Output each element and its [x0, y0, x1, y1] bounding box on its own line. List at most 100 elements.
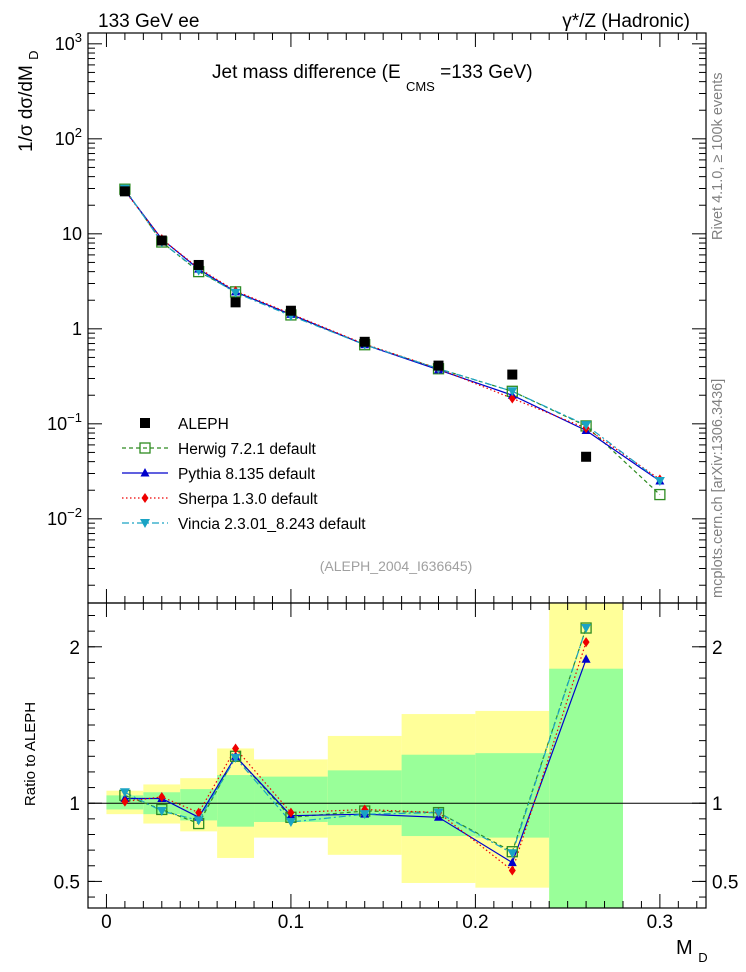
y-tick-exponent: −2 — [67, 505, 82, 520]
sherpa-line — [124, 190, 661, 480]
main-y-axis-label: 1/σ dσ/dM D — [16, 51, 41, 153]
legend-herwig-marker — [139, 442, 151, 454]
ratio-vincia-point — [193, 816, 204, 826]
y-tick-base: 10 — [47, 509, 67, 529]
y-tick-base: 10 — [62, 224, 82, 244]
header-left: 133 GeV ee — [98, 11, 199, 32]
ratio-y-tick-label: 0.5 — [54, 872, 80, 893]
y-tick-label: 103 — [55, 30, 82, 54]
analysis-watermark: (ALEPH_2004_I636645) — [320, 558, 473, 574]
y-label-subscript: D — [26, 51, 41, 60]
ratio-vincia-point — [285, 817, 296, 827]
ratio-y-tick-label-right: 2 — [712, 638, 723, 659]
legend: ALEPH Herwig 7.2.1 default Pythia 8.135 de… — [122, 416, 366, 533]
band-inner — [549, 668, 623, 908]
ratio-pythia-point — [507, 857, 517, 867]
ratio-vincia-point — [433, 808, 444, 818]
aleph-point — [193, 259, 204, 270]
main-panel: Jet mass difference (E CMS =133 GeV) 1/σ… — [16, 30, 707, 604]
x-label-text: M — [676, 937, 693, 959]
ratio-panel: 0.5 0.5 1 1 2 2 0 0.1 0.2 0.3 Ratio to ALEPH M D — [22, 602, 738, 965]
ratio-herwig-line — [124, 627, 587, 853]
title-tail: =133 GeV) — [440, 62, 532, 83]
aleph-point — [285, 305, 296, 316]
ratio-frame — [87, 602, 707, 909]
vincia-point — [654, 477, 665, 487]
band-inner — [475, 753, 550, 838]
legend-vincia-marker — [140, 519, 150, 528]
ratio-y-tick-label-right: 1 — [712, 794, 723, 815]
y-tick-exponent: −1 — [67, 410, 82, 425]
ratio-sherpa-point — [195, 807, 203, 818]
band-inner — [217, 775, 255, 827]
vincia-point — [581, 421, 592, 431]
legend-sherpa-marker — [141, 493, 149, 503]
ratio-sherpa-point — [232, 743, 240, 754]
x-tick-label: 0.3 — [647, 912, 673, 933]
ratio-y-axis-label: Ratio to ALEPH — [22, 702, 39, 806]
y-tick-label: 10−2 — [47, 505, 82, 529]
y-tick-exponent: 2 — [75, 125, 82, 140]
ratio-vincia-point — [230, 753, 241, 763]
ratio-sherpa-point — [582, 637, 590, 648]
x-label-subscript: D — [698, 950, 707, 965]
ratio-sherpa-point — [158, 791, 166, 802]
main-title: Jet mass difference (E CMS =133 GeV) — [212, 62, 533, 96]
x-tick-label: 0 — [101, 912, 112, 933]
legend-label: Vincia 2.3.01_8.243 default — [178, 516, 366, 533]
ratio-vincia-point — [581, 624, 592, 634]
sherpa-point — [508, 393, 516, 404]
y-tick-base: 1 — [72, 319, 82, 339]
band-inner — [401, 754, 476, 837]
aleph-point — [433, 360, 444, 371]
ratio-vincia-point — [119, 788, 130, 798]
pythia-line — [124, 189, 661, 482]
ratio-y-tick-label: 1 — [69, 794, 80, 815]
ratio-vincia-point — [359, 810, 370, 820]
ratio-vincia-point — [156, 807, 167, 817]
aleph-point — [230, 297, 241, 308]
vincia-point — [230, 288, 241, 298]
title-subscript: CMS — [406, 79, 435, 94]
y-tick-label: 1 — [72, 319, 82, 339]
legend-label: Pythia 8.135 default — [178, 466, 316, 483]
legend-label: Sherpa 1.3.0 default — [178, 491, 318, 508]
y-tick-label: 102 — [55, 125, 82, 149]
y-tick-exponent: 3 — [75, 30, 82, 45]
ratio-sherpa-point — [121, 796, 129, 807]
aleph-point — [156, 235, 167, 246]
main-series-layer — [119, 183, 666, 501]
ratio-uncertainty-bands — [88, 603, 706, 908]
legend-label: ALEPH — [178, 416, 229, 433]
vincia-line — [124, 188, 661, 482]
legend-label: Herwig 7.2.1 default — [178, 441, 317, 458]
ratio-pythia-point — [581, 654, 591, 663]
ratio-series-layer — [119, 622, 592, 876]
aleph-point — [581, 451, 592, 462]
aleph-point — [359, 336, 370, 347]
aleph-point — [507, 369, 518, 380]
x-axis-label: M D — [676, 937, 708, 965]
vincia-point — [507, 387, 518, 397]
y-tick-base: 10 — [55, 34, 75, 54]
ratio-vincia-point — [507, 849, 518, 859]
rivet-label: Rivet 4.1.0, ≥ 100k events — [710, 72, 726, 240]
y-label-text: 1/σ dσ/dM — [16, 65, 37, 152]
y-tick-base: 10 — [55, 129, 75, 149]
ratio-sherpa-point — [508, 865, 516, 876]
x-tick-label: 0.2 — [462, 912, 488, 933]
x-tick-label: 0.1 — [278, 912, 304, 933]
header-right: γ*/Z (Hadronic) — [562, 11, 690, 32]
ratio-sherpa-point — [287, 807, 295, 818]
y-tick-label: 10−1 — [47, 410, 82, 434]
herwig-point — [654, 488, 666, 501]
ratio-y-tick-label: 2 — [69, 638, 80, 659]
mcplots-label: mcplots.cern.ch [arXiv:1306.3436] — [710, 379, 726, 598]
legend-aleph-marker — [140, 418, 150, 428]
y-tick-base: 10 — [47, 414, 67, 434]
title-text: Jet mass difference (E — [212, 62, 401, 83]
aleph-point — [119, 186, 130, 197]
legend-pythia-marker — [140, 468, 150, 477]
